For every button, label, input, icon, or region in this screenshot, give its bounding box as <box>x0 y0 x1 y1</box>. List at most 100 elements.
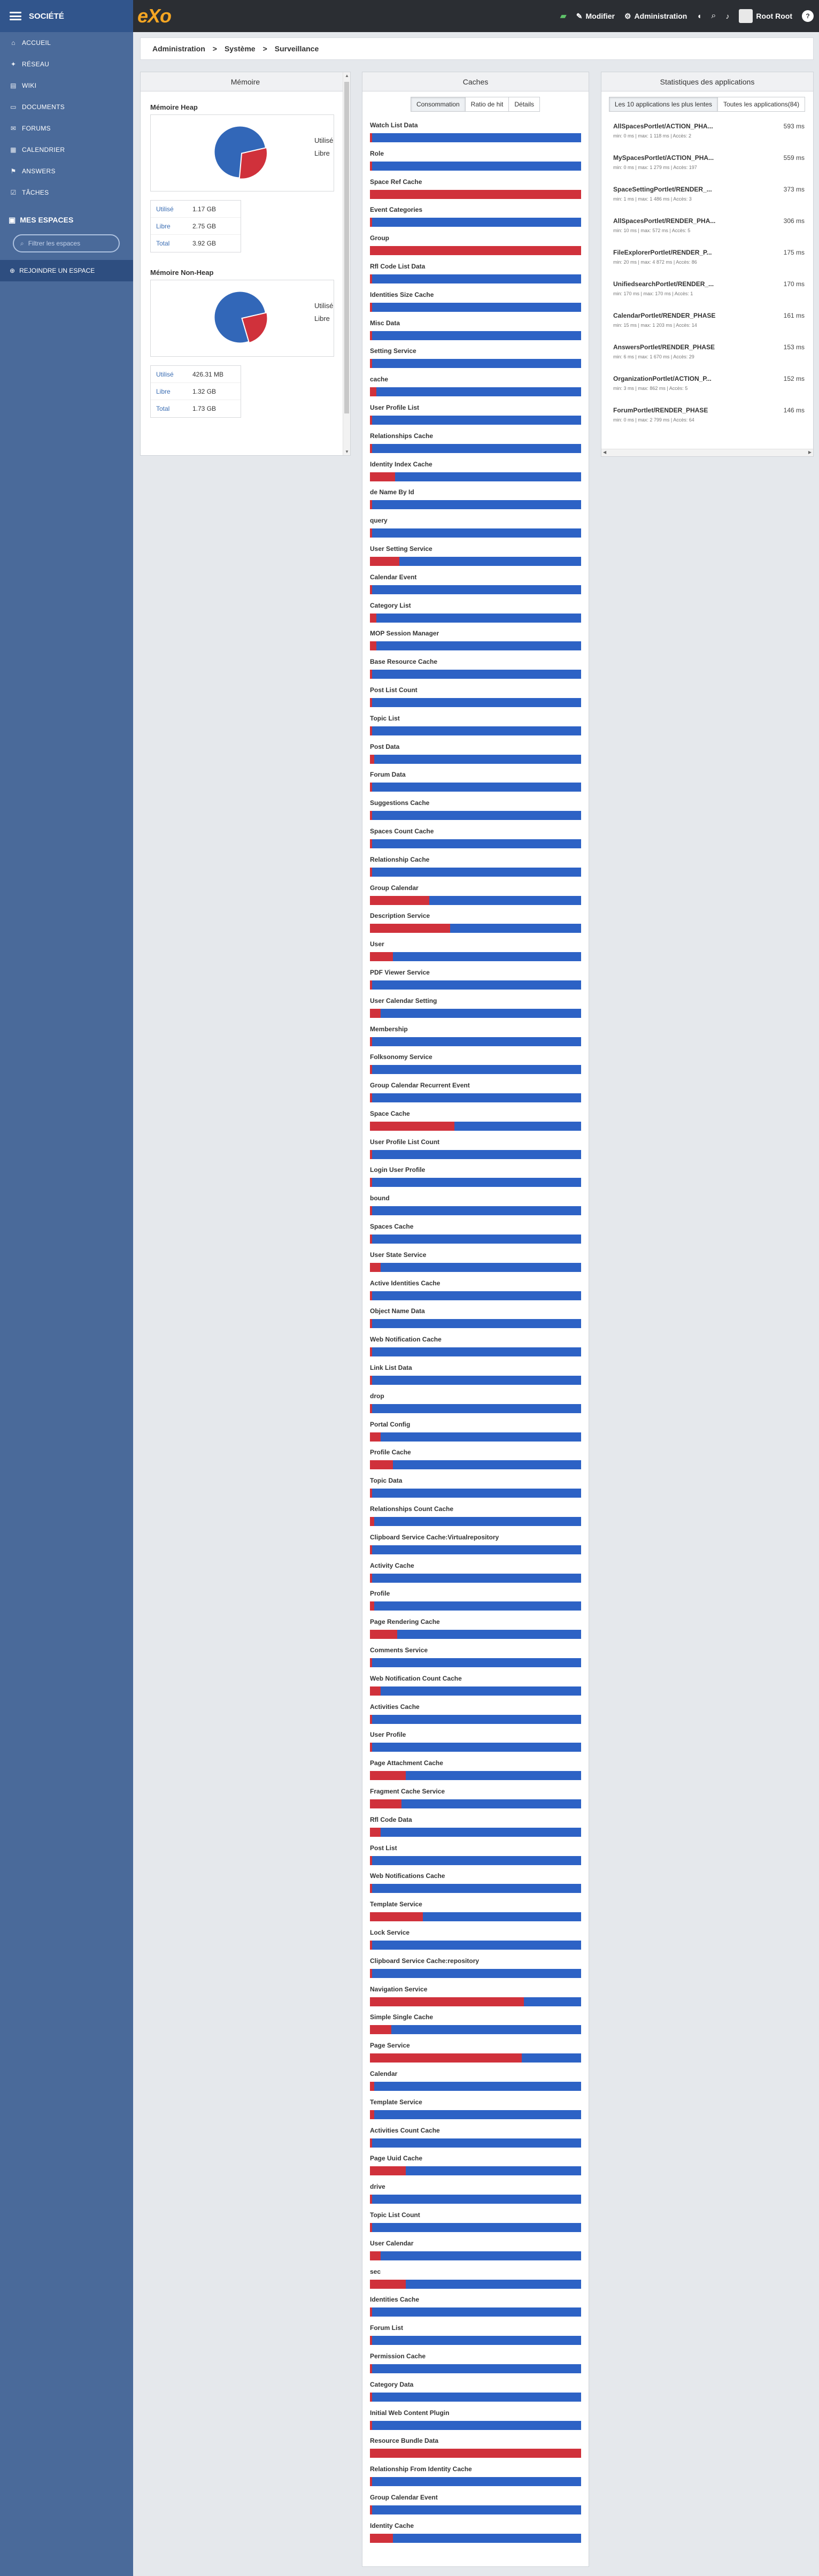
app-stat-item[interactable]: SpaceSettingPortlet/RENDER_... 373 ms min:… <box>613 186 805 217</box>
cache-item: Lock Service <box>370 1925 581 1953</box>
sidebar-item-réseau[interactable]: ✦ RÉSEAU <box>0 53 133 75</box>
cache-usage-bar <box>370 2307 581 2317</box>
cache-usage-bar <box>370 1658 581 1668</box>
user-menu[interactable]: Root Root <box>739 9 792 23</box>
tab-caches-0[interactable]: Consommation <box>410 97 466 112</box>
breadcrumb-administration[interactable]: Administration <box>152 44 205 53</box>
cache-usage-used <box>370 1149 372 1159</box>
app-avg-time: 161 ms <box>783 312 805 319</box>
app-stat-item[interactable]: FileExplorerPortlet/RENDER_P... 175 ms min… <box>613 249 805 280</box>
join-space-button[interactable]: ⊕ REJOINDRE UN ESPACE <box>0 260 133 281</box>
app-stat-item[interactable]: CalendarPortlet/RENDER_PHASE 161 ms min: 1… <box>613 312 805 343</box>
edit-button[interactable]: ✎ Modifier <box>576 12 615 21</box>
memory-scrollbar[interactable]: ▲ ▼ <box>343 72 350 455</box>
company-name[interactable]: SOCIÉTÉ <box>29 11 64 21</box>
cache-item: Web Notification Cache <box>370 1331 581 1360</box>
cache-usage-used <box>370 754 374 764</box>
cache-item: Identity Index Cache <box>370 456 581 485</box>
cache-usage-used <box>370 387 376 397</box>
cache-name: Base Resource Cache <box>370 658 438 666</box>
scroll-right-icon[interactable]: ▶ <box>808 450 812 455</box>
app-stat-item[interactable]: UnifiedsearchPortlet/RENDER_... 170 ms min… <box>613 280 805 312</box>
cache-usage-bar <box>370 2392 581 2402</box>
cache-usage-bar <box>370 952 581 962</box>
cache-name: Object Name Data <box>370 1307 425 1315</box>
cache-usage-bar <box>370 1941 581 1950</box>
cache-usage-used <box>370 924 451 933</box>
cache-item: Activities Cache <box>370 1699 581 1727</box>
cache-usage-bar <box>370 500 581 510</box>
apps-tabs: Les 10 applications les plus lentes Toute… <box>601 97 813 112</box>
search-icon[interactable]: ⌕ <box>711 11 716 20</box>
spaces-icon: ▣ <box>9 215 16 224</box>
tab-apps-1[interactable]: Toutes les applications(84) <box>717 97 806 112</box>
memory-row-value: 2.75 GB <box>192 222 217 230</box>
cache-usage-bar <box>370 2025 581 2035</box>
network-icon: ✦ <box>10 60 17 68</box>
cache-item: Navigation Service <box>370 1981 581 2010</box>
cache-name: Topic List <box>370 714 400 722</box>
sidebar-item-wiki[interactable]: ▤ WIKI <box>0 75 133 96</box>
cache-item: Page Service <box>370 2037 581 2066</box>
scroll-up-icon[interactable]: ▲ <box>345 73 349 78</box>
cache-usage-used <box>370 1601 374 1611</box>
scrollbar-thumb[interactable] <box>344 82 349 413</box>
cache-usage-bar <box>370 2364 581 2373</box>
cache-usage-bar <box>370 2053 581 2063</box>
cache-name: User <box>370 940 384 948</box>
sidebar-item-accueil[interactable]: ⌂ ACCUEIL <box>0 32 133 53</box>
app-stat-item[interactable]: AnswersPortlet/RENDER_PHASE 153 ms min: 6 … <box>613 343 805 375</box>
cache-usage-used <box>370 2195 372 2204</box>
app-stat-line: AllSpacesPortlet/ACTION_PHA... 593 ms <box>613 122 805 130</box>
breadcrumb-system[interactable]: Système <box>224 44 256 53</box>
cache-name: Lock Service <box>370 1929 410 1936</box>
exo-logo[interactable]: eXo <box>137 5 172 27</box>
cache-item: Category List <box>370 597 581 626</box>
app-stat-details: min: 20 ms | max: 4 872 ms | Accès: 86 <box>613 259 697 265</box>
cache-item: User Calendar Setting <box>370 993 581 1021</box>
apps-scrollbar[interactable]: ◀ ▶ <box>601 449 813 456</box>
cache-usage-used <box>370 726 372 735</box>
notification-bell-icon[interactable]: ♪ <box>725 12 730 20</box>
caches-panel: Caches Consommation Ratio de hit Détails W… <box>362 72 589 2567</box>
spaces-filter-input[interactable]: ⌕ Filtrer les espaces <box>13 234 120 252</box>
pie-slice-used <box>238 147 268 180</box>
cache-item: bound <box>370 1190 581 1218</box>
sidebar-item-documents[interactable]: ▭ DOCUMENTS <box>0 96 133 118</box>
tab-caches-2[interactable]: Détails <box>508 97 540 112</box>
tab-apps-0[interactable]: Les 10 applications les plus lentes <box>608 97 718 112</box>
app-stat-item[interactable]: OrganizationPortlet/ACTION_P... 152 ms min… <box>613 375 805 407</box>
sidebar-item-forums[interactable]: ✉ FORUMS <box>0 118 133 139</box>
sidebar-item-tâches[interactable]: ☑ TÂCHES <box>0 182 133 203</box>
tab-caches-1[interactable]: Ratio de hit <box>465 97 509 112</box>
app-stat-item[interactable]: AllSpacesPortlet/ACTION_PHA... 593 ms min:… <box>613 122 805 154</box>
administration-button[interactable]: ⚙ Administration <box>624 12 687 21</box>
cache-usage-bar <box>370 726 581 735</box>
app-name: OrganizationPortlet/ACTION_P... <box>613 375 712 382</box>
cache-usage-used <box>370 133 372 142</box>
app-stat-item[interactable]: AllSpacesPortlet/RENDER_PHA... 306 ms min:… <box>613 217 805 249</box>
sidebar-item-calendrier[interactable]: ▦ CALENDRIER <box>0 139 133 160</box>
app-stat-details: min: 6 ms | max: 1 670 ms | Accès: 29 <box>613 354 694 359</box>
cache-usage-bar <box>370 754 581 764</box>
help-icon[interactable]: ? <box>802 10 814 22</box>
scroll-left-icon[interactable]: ◀ <box>603 450 607 455</box>
sidebar-item-answers[interactable]: ⚑ ANSWERS <box>0 160 133 182</box>
app-stat-item[interactable]: ForumPortlet/RENDER_PHASE 146 ms min: 0 ms… <box>613 407 805 438</box>
cache-item: User Profile <box>370 1727 581 1755</box>
cache-name: Folksonomy Service <box>370 1053 432 1061</box>
menu-hamburger-icon[interactable] <box>10 12 21 20</box>
cache-usage-used <box>370 2110 374 2119</box>
app-name: MySpacesPortlet/ACTION_PHA... <box>613 154 714 162</box>
chat-icon[interactable]: ◖ <box>697 11 702 21</box>
cache-name: query <box>370 517 388 525</box>
app-stat-item[interactable]: MySpacesPortlet/ACTION_PHA... 559 ms min: … <box>613 154 805 186</box>
scroll-down-icon[interactable]: ▼ <box>345 449 349 454</box>
cache-usage-used <box>370 839 372 848</box>
cache-name: User State Service <box>370 1251 427 1259</box>
cache-usage-used <box>370 1941 372 1950</box>
cache-usage-used <box>370 415 372 425</box>
cache-usage-used <box>370 1319 372 1329</box>
app-name: FileExplorerPortlet/RENDER_P... <box>613 249 712 256</box>
bookmark-icon[interactable]: ▰ <box>560 12 567 21</box>
